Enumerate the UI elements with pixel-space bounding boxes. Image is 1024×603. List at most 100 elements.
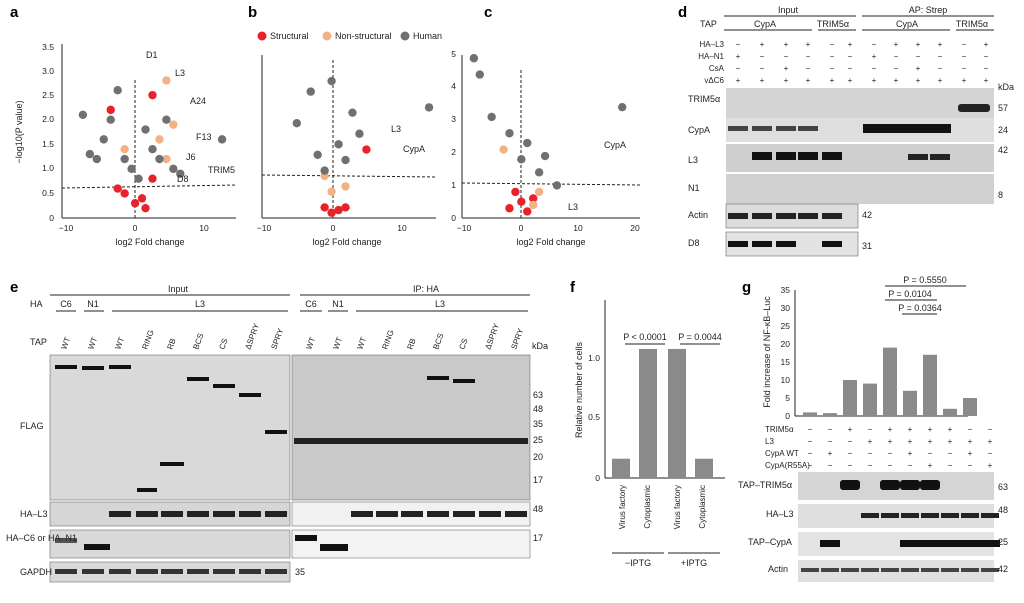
bar: [695, 458, 713, 478]
sign-cell: +: [928, 461, 933, 470]
lane-label: CS: [217, 337, 229, 351]
group-label: −IPTG: [625, 558, 651, 568]
lane-label: RB: [165, 337, 177, 351]
sign-cell: −: [928, 449, 933, 458]
yticks-g: 0 5 10 15 20 25 30 35: [781, 285, 791, 421]
legend-label-human: Human: [413, 31, 442, 41]
sign-grid-g: − − + − + + + + − − − − − + + + + + + + − + − − − + − − + − − − − − − − + − − +: [808, 425, 993, 470]
blot-label: Actin: [768, 564, 788, 574]
band: [239, 393, 261, 397]
sign-cell: −: [872, 40, 877, 49]
band: [109, 365, 131, 369]
band: [82, 569, 104, 574]
panel-e-blots: FLAG 63 48 35 25 20 17 HA–L3 48 HA–C6 or HA–N…: [6, 354, 543, 583]
scatter-c: [469, 54, 627, 216]
data-point: [78, 110, 88, 120]
panel-e-header: Input IP: HA HA TAP C6 N1 L3 C6 N1 L3 WT WT WT R…: [30, 284, 548, 351]
band: [821, 568, 839, 572]
bands-hal3: [109, 511, 527, 517]
ha-group: C6: [60, 299, 72, 309]
band: [798, 126, 818, 131]
band: [136, 569, 158, 574]
legend-marker-human: [400, 31, 410, 41]
sign-cell: −: [968, 461, 973, 470]
band: [109, 511, 131, 517]
ytick: 5: [785, 393, 790, 403]
kda-marker: 57: [998, 103, 1008, 113]
kda-marker: 42: [998, 145, 1008, 155]
ytick: 3.5: [42, 42, 54, 52]
pvalue-g: P = 0.0104: [888, 289, 932, 299]
sign-cell: +: [968, 437, 973, 446]
data-point: [217, 135, 227, 144]
sign-cell: −: [848, 52, 853, 61]
band: [213, 569, 235, 574]
kda-marker: 42: [998, 564, 1008, 574]
band: [427, 376, 449, 380]
bar: [883, 347, 897, 416]
lane-label: ΔSPRY: [483, 322, 501, 351]
data-point: [155, 135, 164, 144]
sign-cell: −: [868, 425, 873, 434]
blot-label: TAP–TRIM5α: [738, 480, 792, 490]
blot-trim5: [726, 88, 994, 118]
band: [941, 513, 959, 518]
data-point: [148, 174, 157, 183]
tap-group: CypA: [896, 19, 918, 29]
band: [861, 513, 879, 518]
sign-cell: −: [872, 64, 877, 73]
data-point: [534, 168, 544, 177]
ha-label-e: HA: [30, 299, 43, 309]
sign-cell: +: [928, 425, 933, 434]
panel-d-header: TAP Input AP: Strep CypA TRIM5α CypA TRI…: [698, 5, 1014, 92]
point-label-f13: F13: [196, 132, 212, 142]
point-label-cypa-c: CypA: [604, 140, 626, 150]
sign-cell: +: [872, 76, 877, 85]
sign-cell: −: [784, 52, 789, 61]
lane-label: RING: [380, 329, 395, 351]
pvalue-f: P = 0.0044: [678, 332, 722, 342]
sign-cell: +: [784, 40, 789, 49]
band: [505, 511, 527, 517]
blot-label: FLAG: [20, 421, 44, 431]
panel-g-plot: 0 5 10 15 20 25 30 35 Fold increase of NF-κB–Lu…: [738, 275, 1008, 582]
sign-cell: −: [828, 461, 833, 470]
data-point: [313, 150, 322, 159]
panel-a-plot: 0 0.5 1.0 1.5 2.0 2.5 3.0 3.5 −10 0 10 l…: [14, 42, 237, 247]
xtick: 10: [397, 223, 407, 233]
y-axis-label-g: Fold increase of NF-κB–Luc: [762, 296, 772, 408]
band: [776, 213, 796, 219]
data-point: [505, 129, 514, 138]
xtick: −10: [59, 223, 74, 233]
sign-cell: +: [888, 437, 893, 446]
data-point: [292, 119, 301, 128]
kda-marker: 48: [533, 404, 543, 414]
bar: [668, 348, 686, 478]
ytick: 0: [595, 473, 600, 483]
data-point: [424, 103, 434, 112]
ytick: 1.5: [42, 139, 54, 149]
xtick: 10: [199, 223, 209, 233]
sign-cell: −: [988, 449, 993, 458]
sign-cell: +: [760, 76, 765, 85]
sign-cell: +: [916, 40, 921, 49]
scatter-b: [292, 76, 434, 217]
band: [187, 511, 209, 517]
data-point: [327, 76, 336, 86]
band: [776, 152, 796, 160]
ytick: 2.5: [42, 90, 54, 100]
tap-label-d: TAP: [700, 19, 717, 29]
xtick: −10: [457, 223, 472, 233]
band: [239, 511, 261, 517]
band: [752, 126, 772, 131]
panel-letter-c: c: [484, 4, 492, 21]
data-point: [540, 151, 550, 161]
sign-cell: −: [894, 52, 899, 61]
data-point: [120, 145, 129, 154]
y-axis-label-f: Relative number of cells: [574, 341, 584, 438]
ytick: 35: [781, 285, 791, 295]
bands-actin-g: [801, 568, 999, 572]
data-point: [511, 187, 520, 197]
blot-label: CypA: [688, 125, 710, 135]
data-point: [334, 140, 343, 149]
